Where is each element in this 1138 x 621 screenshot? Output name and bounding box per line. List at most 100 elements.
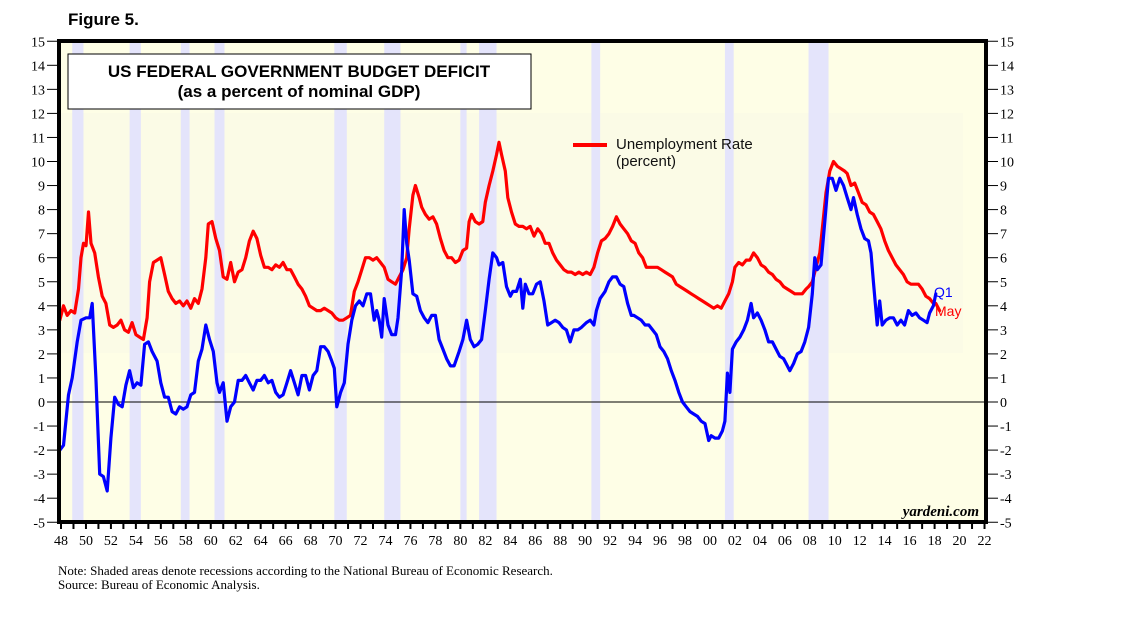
series-line-unemployment xyxy=(58,140,942,342)
y-tick-label-left: 10 xyxy=(31,156,45,171)
x-tick-label: 72 xyxy=(354,534,368,549)
notes: Note: Shaded areas denote recessions acc… xyxy=(58,564,553,592)
y-tick-label-right: -2 xyxy=(1000,444,1012,459)
title-box: US FEDERAL GOVERNMENT BUDGET DEFICIT (as… xyxy=(67,53,532,110)
x-tick-label: 70 xyxy=(329,534,343,549)
x-tick-label: 18 xyxy=(928,534,942,549)
x-tick-label: 08 xyxy=(803,534,817,549)
x-tick-label: 12 xyxy=(853,534,867,549)
y-tick-label-left: -5 xyxy=(33,516,45,531)
chart-title: US FEDERAL GOVERNMENT BUDGET DEFICIT xyxy=(108,62,491,81)
recession-band xyxy=(180,41,190,522)
y-tick-label-right: 11 xyxy=(1000,131,1013,146)
x-tick-label: 16 xyxy=(903,534,917,549)
note-text: Note: Shaded areas denote recessions acc… xyxy=(58,563,553,578)
recession-band xyxy=(591,41,601,522)
x-tick-label: 56 xyxy=(154,534,168,549)
deficit-end-label: Q1 xyxy=(934,284,953,300)
y-tick-label-right: 9 xyxy=(1000,180,1007,195)
x-tick-label: 78 xyxy=(428,534,442,549)
x-tick-label: 10 xyxy=(828,534,842,549)
x-tick-label: 92 xyxy=(603,534,617,549)
source-text: Source: Bureau of Economic Analysis. xyxy=(58,577,260,592)
y-tick-label-left: 8 xyxy=(38,204,45,219)
y-tick-label-left: -4 xyxy=(33,492,45,507)
chart-subtitle: (as a percent of nominal GDP) xyxy=(178,82,421,101)
y-tick-label-right: -3 xyxy=(1000,468,1012,483)
x-tick-label: 00 xyxy=(703,534,717,549)
y-tick-label-left: 4 xyxy=(38,300,45,315)
unemployment-end-label: May xyxy=(935,303,961,319)
y-tick-label-right: 2 xyxy=(1000,348,1007,363)
y-tick-label-right: 8 xyxy=(1000,204,1007,219)
series-line-deficit xyxy=(58,176,938,493)
recession-band xyxy=(129,41,141,522)
x-tick-label: 54 xyxy=(129,534,143,549)
recession-band xyxy=(724,41,734,522)
y-tick-label-right: 7 xyxy=(1000,228,1007,243)
x-tick-label: 06 xyxy=(778,534,792,549)
x-tick-label: 14 xyxy=(878,534,892,549)
watermark: yardeni.com xyxy=(901,504,979,520)
x-tick-label: 94 xyxy=(628,534,642,549)
y-tick-label-right: 14 xyxy=(1000,59,1014,74)
x-tick-label: 88 xyxy=(553,534,567,549)
y-tick-label-right: 15 xyxy=(1000,35,1014,50)
figure-label: Figure 5. xyxy=(68,10,139,29)
y-tick-label-left: 6 xyxy=(38,252,45,267)
x-axis: 48 50 52 54 56 58 60 62 64 66 68 70 72 74 76 78 80 82 84 86… xyxy=(54,522,992,549)
recession-band xyxy=(334,41,347,522)
y-tick-label-right: 6 xyxy=(1000,252,1007,267)
recession-band xyxy=(214,41,225,522)
y-tick-label-left: 5 xyxy=(38,276,45,291)
y-tick-label-left: -1 xyxy=(33,420,45,435)
x-tick-label: 58 xyxy=(179,534,193,549)
x-tick-label: 50 xyxy=(79,534,93,549)
y-tick-label-left: 14 xyxy=(31,59,45,74)
x-tick-label: 62 xyxy=(229,534,243,549)
y-tick-label-right: 12 xyxy=(1000,107,1014,122)
x-tick-label: 60 xyxy=(204,534,218,549)
y-tick-label-left: -3 xyxy=(33,468,45,483)
y-tick-label-left: 0 xyxy=(38,396,45,411)
series-lines xyxy=(58,140,942,493)
y-tick-label-left: 11 xyxy=(32,131,45,146)
legend: Unemployment Rate (percent) xyxy=(573,136,753,170)
x-tick-label: 52 xyxy=(104,534,118,549)
y-tick-label-right: 13 xyxy=(1000,83,1014,98)
y-tick-label-left: 1 xyxy=(38,372,45,387)
y-tick-label-right: 3 xyxy=(1000,324,1007,339)
y-tick-label-right: 4 xyxy=(1000,300,1007,315)
x-tick-label: 64 xyxy=(254,534,268,549)
x-tick-label: 98 xyxy=(678,534,692,549)
y-tick-label-right: -5 xyxy=(1000,516,1012,531)
x-tick-label: 66 xyxy=(279,534,293,549)
x-tick-label: 22 xyxy=(978,534,992,549)
y-tick-label-left: 12 xyxy=(31,107,45,122)
y-tick-label-left: 2 xyxy=(38,348,45,363)
y-tick-label-right: -4 xyxy=(1000,492,1012,507)
x-tick-label: 02 xyxy=(728,534,742,549)
recession-band xyxy=(460,41,467,522)
y-tick-label-left: 9 xyxy=(38,180,45,195)
y-tick-label-right: 0 xyxy=(1000,396,1007,411)
x-tick-label: 86 xyxy=(528,534,542,549)
x-tick-label: 96 xyxy=(653,534,667,549)
x-tick-label: 82 xyxy=(478,534,492,549)
x-tick-label: 74 xyxy=(378,534,392,549)
x-tick-label: 84 xyxy=(503,534,517,549)
y-tick-label-right: -1 xyxy=(1000,420,1012,435)
y-tick-label-left: 7 xyxy=(38,228,45,243)
y-tick-label-left: 15 xyxy=(31,35,45,50)
y-tick-label-right: 5 xyxy=(1000,276,1007,291)
x-tick-label: 04 xyxy=(753,534,767,549)
x-tick-label: 80 xyxy=(453,534,467,549)
y-tick-label-left: -2 xyxy=(33,444,45,459)
x-tick-label: 90 xyxy=(578,534,592,549)
x-tick-label: 20 xyxy=(953,534,967,549)
legend-label-unemployment: Unemployment Rate xyxy=(616,136,753,153)
y-tick-label-left: 13 xyxy=(31,83,45,98)
y-tick-label-right: 10 xyxy=(1000,156,1014,171)
